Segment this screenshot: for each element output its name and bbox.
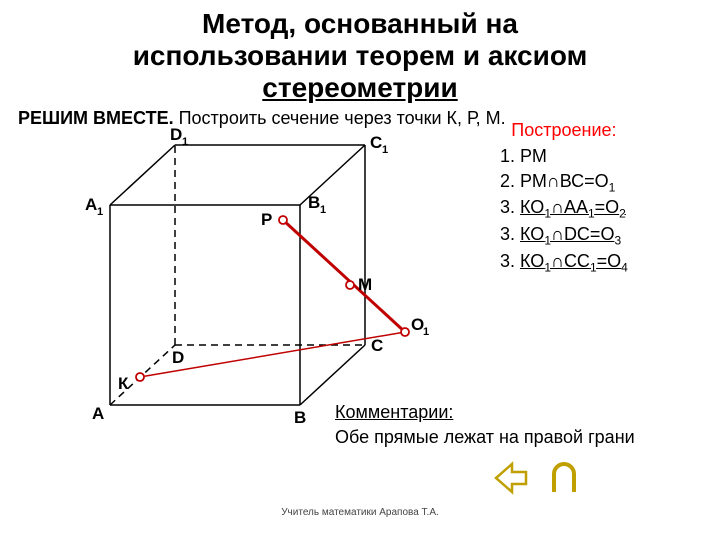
- svg-text:А: А: [92, 404, 104, 423]
- cube-diagram: D1С1А1В1АВСDКРМО1: [70, 125, 450, 440]
- svg-text:В: В: [294, 408, 306, 427]
- svg-text:С: С: [371, 336, 383, 355]
- construction-step: 3. КО1∩АА1=О2: [500, 195, 628, 222]
- construction-step: 3. КО1∩DС=О3: [500, 222, 628, 249]
- footer-credit: Учитель математики Арапова Т.А.: [0, 507, 720, 518]
- title-line-1: Метод, основанный на: [0, 8, 720, 40]
- nav-icons: [490, 460, 584, 496]
- svg-text:В: В: [308, 193, 320, 212]
- svg-text:1: 1: [423, 326, 429, 338]
- construction-header: Построение:: [500, 118, 628, 142]
- comments-block: Комментарии: Обе прямые лежат на правой …: [335, 400, 635, 450]
- diagram-svg: D1С1А1В1АВСDКРМО1: [70, 125, 450, 435]
- svg-text:К: К: [118, 374, 129, 393]
- construction-step: 3. КО1∩СС1=О4: [500, 249, 628, 276]
- construction-step: 1. РМ: [500, 144, 628, 168]
- slide-title: Метод, основанный на использовании теоре…: [0, 0, 720, 104]
- comments-body: Обе прямые лежат на правой грани: [335, 425, 635, 450]
- steps-list: 1. РМ2. РМ∩ВС=О13. КО1∩АА1=О23. КО1∩DС=О…: [500, 144, 628, 275]
- svg-text:1: 1: [320, 204, 326, 216]
- construction-step: 2. РМ∩ВС=О1: [500, 169, 628, 196]
- construction-steps: Построение: 1. РМ2. РМ∩ВС=О13. КО1∩АА1=О…: [500, 118, 628, 276]
- home-horseshoe-icon[interactable]: [544, 460, 584, 496]
- svg-text:М: М: [358, 275, 372, 294]
- svg-text:А: А: [85, 195, 97, 214]
- svg-text:С: С: [370, 133, 382, 152]
- title-line-3: стереометрии: [0, 72, 720, 104]
- back-arrow-icon[interactable]: [490, 460, 530, 496]
- svg-text:1: 1: [182, 136, 188, 148]
- svg-text:1: 1: [97, 206, 103, 218]
- svg-text:D: D: [172, 348, 184, 367]
- title-line-2: использовании теорем и аксиом: [0, 40, 720, 72]
- svg-text:Р: Р: [261, 210, 272, 229]
- svg-text:1: 1: [382, 144, 388, 156]
- svg-text:D: D: [170, 125, 182, 144]
- comments-header: Комментарии:: [335, 400, 635, 425]
